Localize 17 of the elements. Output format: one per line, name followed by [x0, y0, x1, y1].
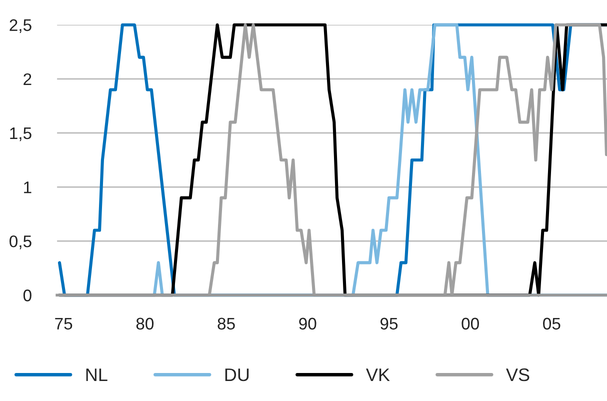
y-tick-label: 1,5	[10, 128, 32, 142]
y-tick-label: 0,5	[10, 235, 32, 250]
legend-label: VK	[366, 368, 390, 382]
x-tick-label: 85	[218, 318, 235, 330]
x-tick-label: 00	[462, 318, 479, 330]
legend-label: NL	[86, 368, 108, 382]
y-tick-label: 0	[23, 290, 32, 302]
x-tick-label: 80	[136, 318, 154, 330]
legend-label: VS	[506, 368, 530, 382]
x-tick-label: 05	[543, 318, 560, 330]
y-tick-label: 2,5	[10, 19, 32, 34]
x-tick-label: 75	[55, 318, 72, 330]
x-tick-label: 90	[299, 318, 316, 330]
x-tick-label: 95	[380, 318, 398, 330]
y-tick-label: 1	[24, 182, 32, 194]
legend-label: DU	[225, 368, 249, 382]
y-tick-label: 2	[24, 73, 32, 85]
